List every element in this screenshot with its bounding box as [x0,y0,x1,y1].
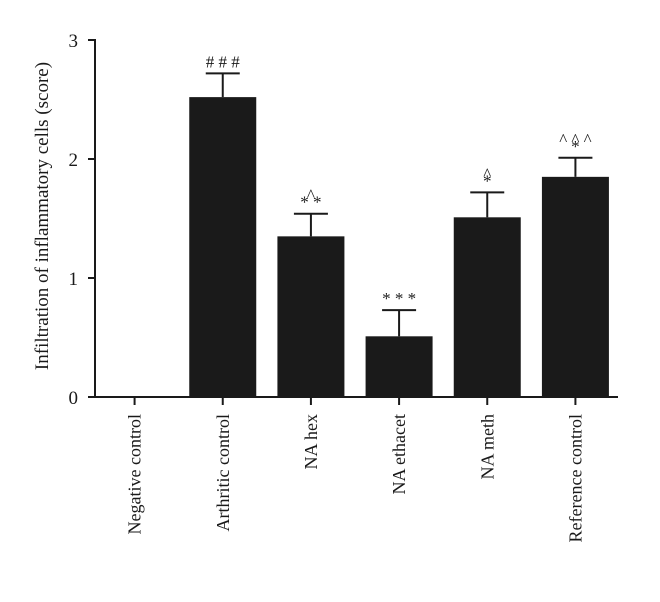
significance-label: ^ [483,164,491,183]
significance-label: ^ [307,186,315,205]
category-label: Reference control [565,414,585,542]
y-tick-label: 0 [69,388,79,409]
error-bars [205,72,593,337]
category-label: NA hex [301,414,321,470]
y-tick-label: 2 [69,150,79,171]
x-ticks [133,397,577,405]
bars [189,97,609,398]
bar [277,236,345,397]
bar [541,176,609,397]
category-label: Arthritic control [213,414,233,531]
category-labels: Negative control Arthritic control NA hex N… [125,414,586,542]
bar [365,336,433,397]
category-label: NA meth [477,414,497,480]
significance-label: * * * [382,289,416,308]
significance-label: # # # [206,52,241,71]
significance-label: * [483,171,492,190]
y-axis-title: Infiltration of inflammatory cells (scor… [32,62,53,370]
significance-label: * [571,137,580,156]
y-tick-label: 3 [69,31,79,52]
bar [453,217,521,397]
significance-label: * * [300,193,321,212]
category-label: Negative control [125,414,145,534]
category-label: NA ethacet [389,414,409,494]
bar [189,97,257,398]
significance-markers: # # #* *^* * **^*^ ^ ^ [206,52,592,308]
y-tick-label: 1 [69,269,79,290]
y-ticks: 0 1 2 3 [69,31,95,409]
significance-label: ^ ^ ^ [559,130,591,149]
